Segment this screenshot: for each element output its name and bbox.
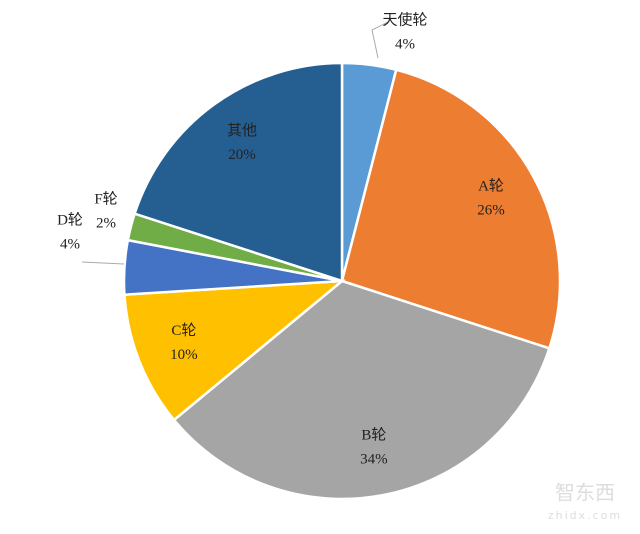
slice-value-label: 4% (60, 236, 80, 252)
slice-value-label: 34% (360, 451, 388, 467)
pie-slice (172, 279, 551, 501)
pie-slice (340, 68, 562, 350)
slice-value-label: 20% (228, 147, 256, 163)
slice-label: 其他 (227, 122, 257, 139)
slice-label: A轮 (478, 178, 504, 195)
leader-line (371, 21, 389, 59)
slice-value-label: 4% (395, 36, 415, 52)
slice-value-label: 26% (477, 203, 505, 219)
watermark-name: 智东西 (555, 481, 615, 505)
pie-slice (133, 61, 344, 283)
pie-slice (123, 279, 346, 422)
leader-line (81, 261, 125, 265)
slice-label: B轮 (361, 426, 386, 443)
slice-label: D轮 (57, 211, 83, 228)
slice-value-label: 10% (170, 347, 198, 363)
slice-label: C轮 (171, 322, 196, 339)
slice-value-label: 2% (96, 215, 116, 231)
watermark-url: zhidx.com (548, 509, 622, 522)
slice-label: F轮 (94, 190, 117, 207)
slice-label: 天使轮 (382, 11, 427, 28)
